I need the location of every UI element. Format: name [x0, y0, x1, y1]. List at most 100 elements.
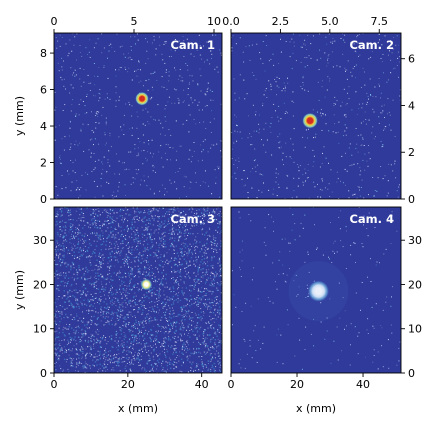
noise-pixel	[85, 256, 87, 258]
noise-pixel	[150, 152, 151, 154]
noise-pixel	[344, 168, 346, 170]
noise-pixel	[197, 295, 199, 296]
noise-pixel	[100, 267, 102, 269]
noise-pixel	[190, 181, 192, 183]
noise-pixel	[193, 334, 194, 336]
noise-pixel	[218, 168, 220, 170]
noise-pixel	[139, 299, 141, 301]
noise-pixel	[304, 261, 306, 263]
noise-pixel	[115, 333, 117, 335]
noise-pixel	[292, 52, 294, 54]
noise-pixel	[131, 218, 134, 221]
noise-pixel	[117, 223, 119, 225]
noise-pixel	[77, 272, 79, 274]
noise-pixel	[82, 335, 84, 337]
noise-pixel	[355, 128, 357, 129]
noise-pixel	[138, 169, 140, 171]
noise-pixel	[171, 237, 173, 239]
noise-pixel	[83, 240, 85, 242]
noise-pixel	[122, 352, 124, 353]
noise-pixel	[169, 298, 171, 300]
noise-pixel	[157, 216, 159, 218]
noise-pixel	[355, 77, 357, 79]
noise-pixel	[212, 312, 215, 314]
noise-pixel	[115, 220, 117, 222]
noise-pixel	[143, 271, 145, 273]
noise-pixel	[253, 160, 255, 162]
noise-pixel	[354, 242, 356, 244]
noise-pixel	[142, 367, 144, 369]
noise-pixel	[196, 338, 198, 340]
noise-pixel	[257, 298, 259, 300]
noise-pixel	[83, 235, 86, 237]
noise-pixel	[177, 97, 179, 99]
noise-pixel	[263, 182, 264, 184]
noise-pixel	[129, 361, 130, 363]
noise-pixel	[156, 242, 157, 244]
noise-pixel	[182, 344, 184, 346]
noise-pixel	[94, 298, 96, 299]
noise-pixel	[130, 314, 132, 316]
noise-pixel	[96, 359, 97, 361]
noise-pixel	[101, 33, 103, 35]
noise-pixel	[218, 214, 221, 217]
noise-pixel	[127, 228, 129, 231]
noise-pixel	[191, 328, 193, 330]
noise-pixel	[100, 261, 102, 263]
noise-pixel	[153, 287, 155, 289]
noise-pixel	[82, 333, 84, 335]
noise-pixel	[324, 338, 326, 340]
noise-pixel	[175, 271, 177, 273]
noise-pixel	[188, 323, 190, 326]
noise-pixel	[175, 351, 177, 353]
noise-pixel	[201, 212, 203, 214]
noise-pixel	[143, 234, 145, 236]
noise-pixel	[174, 257, 176, 260]
noise-pixel	[117, 299, 119, 301]
noise-pixel	[54, 322, 56, 324]
noise-pixel	[212, 291, 214, 293]
noise-pixel	[143, 217, 145, 219]
noise-pixel	[166, 364, 169, 367]
noise-pixel	[201, 359, 203, 360]
noise-pixel	[201, 364, 203, 366]
noise-pixel	[145, 260, 147, 262]
y-tick-label: 8	[40, 47, 47, 60]
noise-pixel	[331, 262, 333, 263]
noise-pixel	[129, 279, 131, 282]
noise-pixel	[312, 207, 314, 209]
noise-pixel	[196, 241, 198, 243]
noise-pixel	[167, 213, 169, 215]
noise-pixel	[171, 44, 173, 46]
noise-pixel	[153, 153, 155, 155]
noise-pixel	[174, 209, 176, 212]
noise-pixel	[186, 267, 188, 268]
noise-pixel	[80, 301, 82, 303]
noise-pixel	[166, 259, 168, 261]
noise-pixel	[131, 247, 133, 249]
noise-pixel	[116, 272, 118, 274]
noise-pixel	[165, 304, 167, 305]
noise-pixel	[105, 357, 107, 359]
noise-pixel	[302, 184, 304, 186]
noise-pixel	[252, 104, 254, 106]
noise-pixel	[87, 234, 88, 236]
noise-pixel	[165, 69, 167, 71]
noise-pixel	[208, 298, 210, 300]
noise-pixel	[126, 259, 128, 261]
noise-pixel	[60, 274, 62, 276]
noise-pixel	[119, 337, 121, 339]
noise-pixel	[87, 74, 89, 76]
noise-pixel	[147, 267, 149, 269]
noise-pixel	[69, 92, 71, 94]
noise-pixel	[131, 334, 133, 336]
noise-pixel	[183, 40, 185, 42]
noise-pixel	[143, 221, 145, 223]
noise-pixel	[163, 255, 165, 257]
noise-pixel	[221, 301, 222, 303]
noise-pixel	[72, 87, 74, 89]
noise-pixel	[153, 370, 154, 372]
noise-pixel	[55, 369, 57, 371]
noise-pixel	[174, 341, 176, 343]
noise-pixel	[187, 69, 189, 71]
